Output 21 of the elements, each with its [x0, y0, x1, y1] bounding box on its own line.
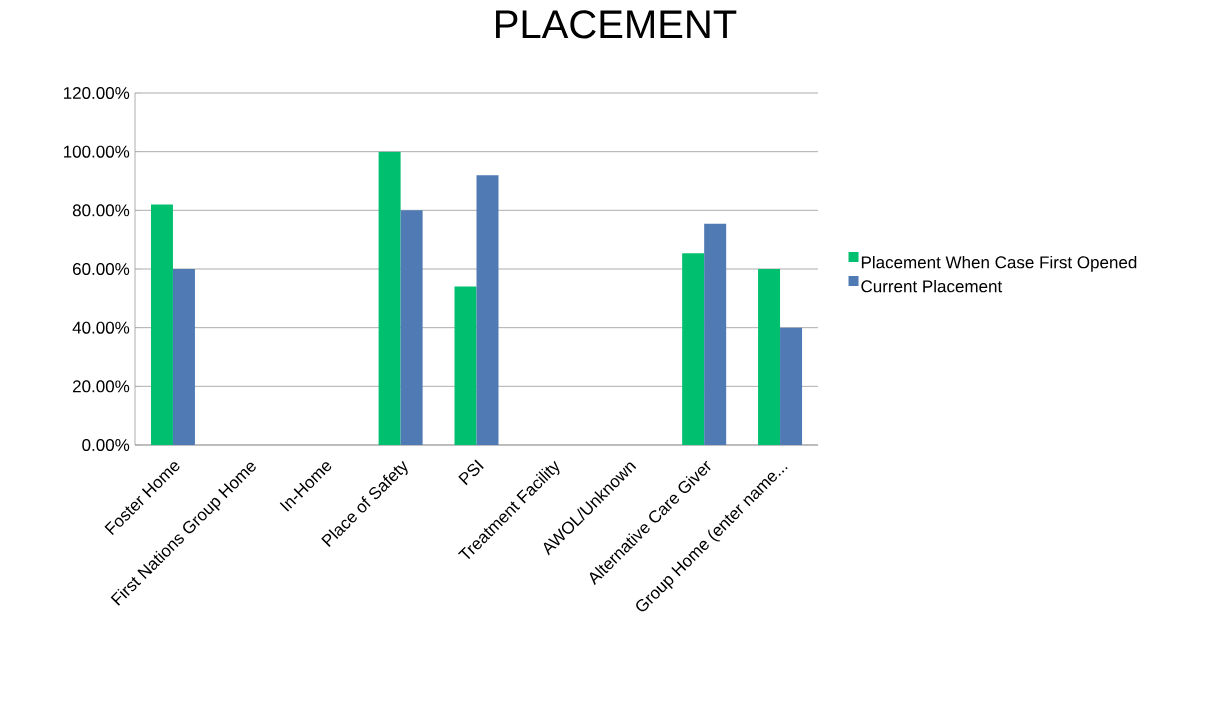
bar: [454, 286, 477, 445]
bar: [682, 253, 705, 445]
y-tick-label: 20.00%: [73, 380, 130, 393]
bar: [172, 269, 195, 445]
y-tick-label: 60.00%: [73, 262, 130, 276]
legend-label: Placement When Case First Opened: [861, 255, 1137, 272]
bar: [758, 269, 781, 445]
bar: [704, 223, 727, 445]
y-tick-label: 120.00%: [63, 86, 130, 100]
bar: [780, 327, 803, 445]
chart-title: PLACEMENT: [496, 10, 737, 39]
y-tick-label: 0.00%: [82, 438, 130, 452]
y-tick-label: 80.00%: [72, 204, 130, 217]
bar: [150, 204, 173, 445]
bar: [476, 175, 499, 445]
y-tick-label: 100.00%: [63, 145, 130, 158]
legend-label: Current Placement: [861, 279, 1003, 293]
y-tick-label: 40.00%: [72, 321, 130, 334]
bar: [378, 151, 401, 445]
x-tick-label: PSI: [458, 459, 484, 486]
bar: [400, 210, 423, 445]
